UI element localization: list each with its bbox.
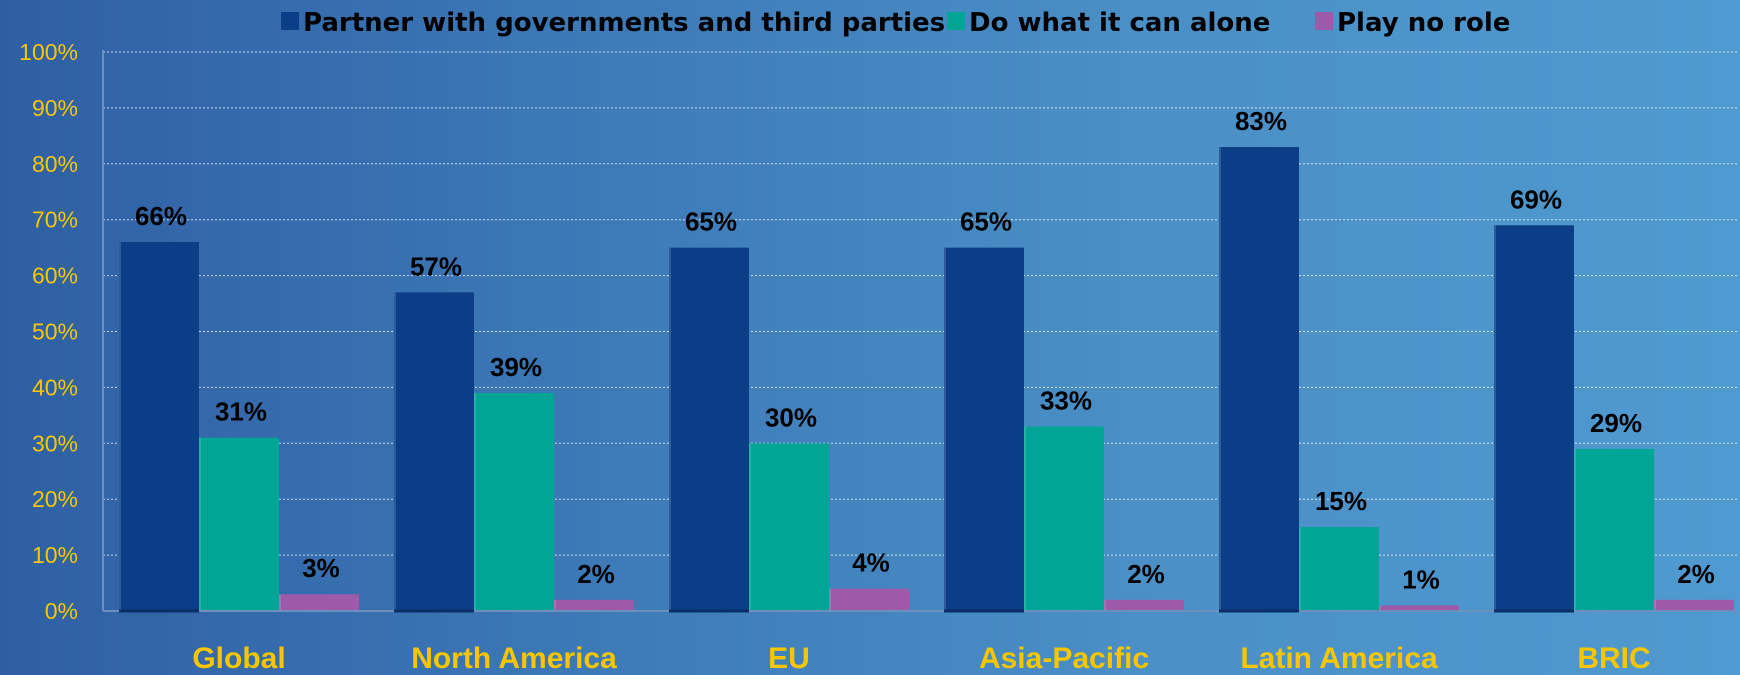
bar-edge [394,292,396,611]
data-label: 65% [960,207,1012,237]
data-label: 69% [1510,184,1562,214]
bar [1654,599,1734,611]
data-label: 66% [135,201,187,231]
x-category-label: Asia-Pacific [979,642,1149,675]
bar-edge [1104,599,1106,611]
bar [749,443,829,611]
legend-item: Play no role [1315,8,1510,38]
data-labels: 66% 31% 3% 57% 39% 2% 65% 30% 4% 65% 33% 2% 83% 15% 1%… [135,106,1715,594]
legend-swatch [947,12,965,30]
data-label: 2% [1677,559,1715,589]
bar [474,392,554,611]
bar [199,437,279,611]
bar [1104,599,1184,611]
bar [1219,147,1299,611]
data-label: 2% [1127,559,1165,589]
y-tick-label: 60% [32,263,78,289]
y-tick-label: 90% [32,95,78,121]
bar [1494,225,1574,612]
x-category-label: EU [768,642,810,675]
legend-item: Partner with governments and third parti… [281,8,945,38]
bar-edge [1379,605,1381,611]
data-label: 2% [577,559,615,589]
bar [1299,527,1379,611]
x-category-label: BRIC [1577,642,1650,675]
y-tick-label: 100% [19,39,78,65]
legend-label: Partner with governments and third parti… [303,8,945,38]
y-tick-label: 50% [32,319,78,345]
legend-swatch [1315,12,1333,30]
legend-swatch [281,12,299,30]
bar-edge [829,588,831,611]
bar [944,247,1024,611]
data-label: 1% [1402,564,1440,594]
bars [119,147,1734,612]
bar-edge [944,247,946,611]
x-category-label: Global [192,642,285,675]
data-label: 30% [765,402,817,432]
bar-edge [279,594,281,611]
bar [1379,605,1459,611]
bar-edge [199,437,201,611]
data-label: 57% [410,251,462,281]
bar [119,242,199,611]
data-label: 65% [685,207,737,237]
bar-edge [474,392,476,611]
bar-edge [119,242,121,611]
bar-edge [1299,527,1301,611]
y-tick-label: 0% [45,598,78,624]
y-axis: 0% 10% 20% 30% 40% 50% 60% 70% 80% 90% 100% [19,39,104,624]
x-axis: Global North America EU Asia-Pacific Latin A… [103,609,1738,675]
data-label: 83% [1235,106,1287,136]
y-tick-label: 30% [32,430,78,456]
bar [554,599,634,611]
x-category-label: Latin America [1240,642,1438,675]
data-label: 39% [490,352,542,382]
data-label: 3% [302,553,340,583]
y-tick-label: 20% [32,486,78,512]
legend: Partner with governments and third parti… [281,8,1510,38]
x-category-label: North America [411,642,617,675]
bar-edge [749,443,751,611]
bar [669,247,749,611]
bar-edge [1024,426,1026,611]
y-tick-label: 70% [32,207,78,233]
y-tick-label: 40% [32,374,78,400]
y-tick-label: 80% [32,151,78,177]
bar-edge [1654,599,1656,611]
bar-edge [554,599,556,611]
bar [1574,448,1654,611]
data-label: 31% [215,397,267,427]
data-label: 15% [1315,486,1367,516]
data-label: 4% [852,548,890,578]
legend-label: Do what it can alone [969,8,1270,38]
bar [279,594,359,611]
bar [1024,426,1104,611]
data-label: 29% [1590,408,1642,438]
bar [829,588,909,611]
bar-edge [1574,448,1576,611]
bar-edge [1494,225,1496,612]
legend-item: Do what it can alone [947,8,1270,38]
legend-label: Play no role [1337,8,1510,38]
data-label: 33% [1040,386,1092,416]
gridlines [103,51,1738,612]
y-tick-label: 10% [32,542,78,568]
bar [394,292,474,611]
bar-edge [669,247,671,611]
bar-edge [1219,147,1221,611]
